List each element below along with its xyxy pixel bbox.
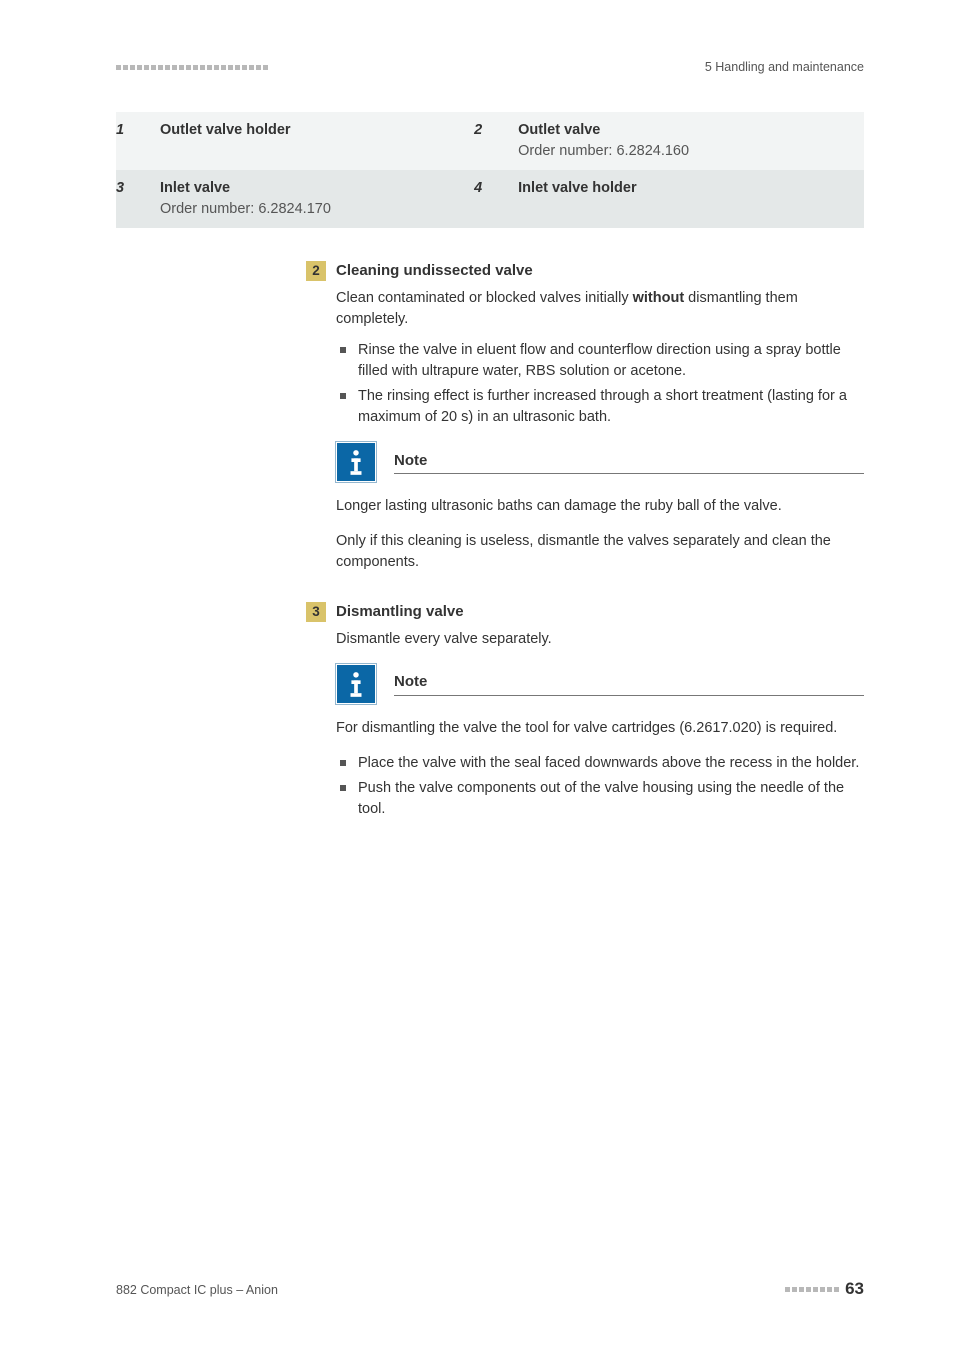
info-icon (336, 442, 376, 482)
def-number: 4 (474, 170, 518, 228)
footer-ornament (785, 1287, 839, 1292)
note-header: Note (336, 664, 864, 704)
bullet-list: Place the valve with the seal faced down… (336, 753, 864, 820)
def-subtitle: Order number: 6.2824.160 (518, 143, 689, 159)
def-cell: Inlet valve Order number: 6.2824.170 (160, 170, 474, 228)
step-title: Dismantling valve (336, 601, 464, 623)
note-block: Note Longer lasting ultrasonic baths can… (336, 442, 864, 517)
note-label: Note (394, 450, 864, 475)
note-text: Longer lasting ultrasonic baths can dama… (336, 496, 864, 517)
bullet-list: Rinse the valve in eluent flow and count… (336, 340, 864, 428)
step-body: Clean contaminated or blocked valves ini… (336, 288, 864, 573)
table-row: 3 Inlet valve Order number: 6.2824.170 4… (116, 170, 864, 228)
table-row: 1 Outlet valve holder 2 Outlet valve Ord… (116, 112, 864, 170)
def-number: 1 (116, 112, 160, 170)
page-header: 5 Handling and maintenance (116, 58, 864, 76)
step-title: Cleaning undissected valve (336, 260, 533, 282)
header-ornament (116, 65, 268, 70)
step-2: 2 Cleaning undissected valve Clean conta… (306, 260, 864, 573)
page-number: 63 (845, 1277, 864, 1302)
step-number: 2 (306, 261, 326, 281)
definitions-table: 1 Outlet valve holder 2 Outlet valve Ord… (116, 112, 864, 228)
text: Clean contaminated or blocked valves ini… (336, 290, 633, 306)
note-text: For dismantling the valve the tool for v… (336, 718, 864, 739)
step-header: 3 Dismantling valve (306, 601, 864, 623)
def-title: Outlet valve (518, 122, 600, 138)
footer-doc-title: 882 Compact IC plus – Anion (116, 1281, 278, 1299)
def-subtitle: Order number: 6.2824.170 (160, 201, 331, 217)
step-intro: Dismantle every valve separately. (336, 629, 864, 650)
list-item: Place the valve with the seal faced down… (336, 753, 864, 774)
step-header: 2 Cleaning undissected valve (306, 260, 864, 282)
main-content: 2 Cleaning undissected valve Clean conta… (306, 260, 864, 820)
list-item: The rinsing effect is further increased … (336, 386, 864, 428)
info-icon (336, 664, 376, 704)
def-title: Outlet valve holder (160, 122, 291, 138)
def-title: Inlet valve holder (518, 180, 636, 196)
def-cell: Outlet valve Order number: 6.2824.160 (518, 112, 864, 170)
def-number: 2 (474, 112, 518, 170)
step-text: Only if this cleaning is useless, disman… (336, 531, 864, 573)
text-bold: without (633, 290, 685, 306)
def-cell: Outlet valve holder (160, 112, 474, 170)
def-cell: Inlet valve holder (518, 170, 864, 228)
def-number: 3 (116, 170, 160, 228)
page-footer: 882 Compact IC plus – Anion 63 (116, 1277, 864, 1302)
footer-right: 63 (785, 1277, 864, 1302)
note-label: Note (394, 671, 864, 696)
header-section-title: 5 Handling and maintenance (705, 58, 864, 76)
step-number: 3 (306, 602, 326, 622)
note-block: Note For dismantling the valve the tool … (336, 664, 864, 739)
def-title: Inlet valve (160, 180, 230, 196)
step-body: Dismantle every valve separately. Note F… (336, 629, 864, 820)
note-header: Note (336, 442, 864, 482)
step-intro: Clean contaminated or blocked valves ini… (336, 288, 864, 330)
list-item: Rinse the valve in eluent flow and count… (336, 340, 864, 382)
list-item: Push the valve components out of the val… (336, 778, 864, 820)
step-3: 3 Dismantling valve Dismantle every valv… (306, 601, 864, 820)
